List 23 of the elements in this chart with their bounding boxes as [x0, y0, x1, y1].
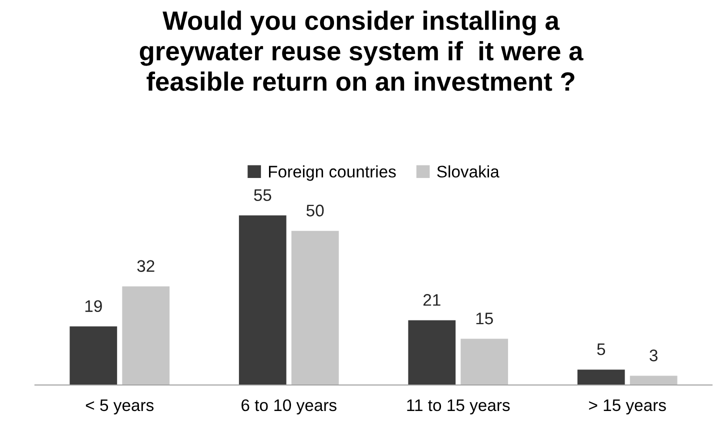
- bar: [238, 215, 286, 385]
- legend-label: Foreign countries: [268, 165, 396, 181]
- data-label: 19: [85, 300, 102, 312]
- x-tick-label: 6 to 10 years: [242, 399, 336, 414]
- x-tick-label: > 15 years: [589, 400, 666, 414]
- data-label: 15: [476, 312, 493, 324]
- data-label: 5: [597, 344, 606, 356]
- data-label: 55: [254, 189, 272, 202]
- x-tick-label: 11 to 15 years: [407, 400, 510, 414]
- bar: [460, 338, 508, 385]
- bar: [70, 326, 118, 385]
- x-tick-label: < 5 years: [86, 400, 154, 414]
- bar: [577, 370, 625, 385]
- data-label: 50: [306, 204, 324, 216]
- legend-label: Slovakia: [437, 165, 500, 178]
- bar: [122, 286, 170, 385]
- data-label: 21: [423, 294, 440, 306]
- data-label: 32: [137, 260, 154, 272]
- data-label: 3: [650, 350, 658, 362]
- chart-title: Would you consider installing a greywater reuse system if it were a feasible return on an investment ?: [140, 10, 584, 91]
- bar: [408, 320, 456, 385]
- bar: [630, 376, 678, 385]
- bar: [291, 230, 339, 385]
